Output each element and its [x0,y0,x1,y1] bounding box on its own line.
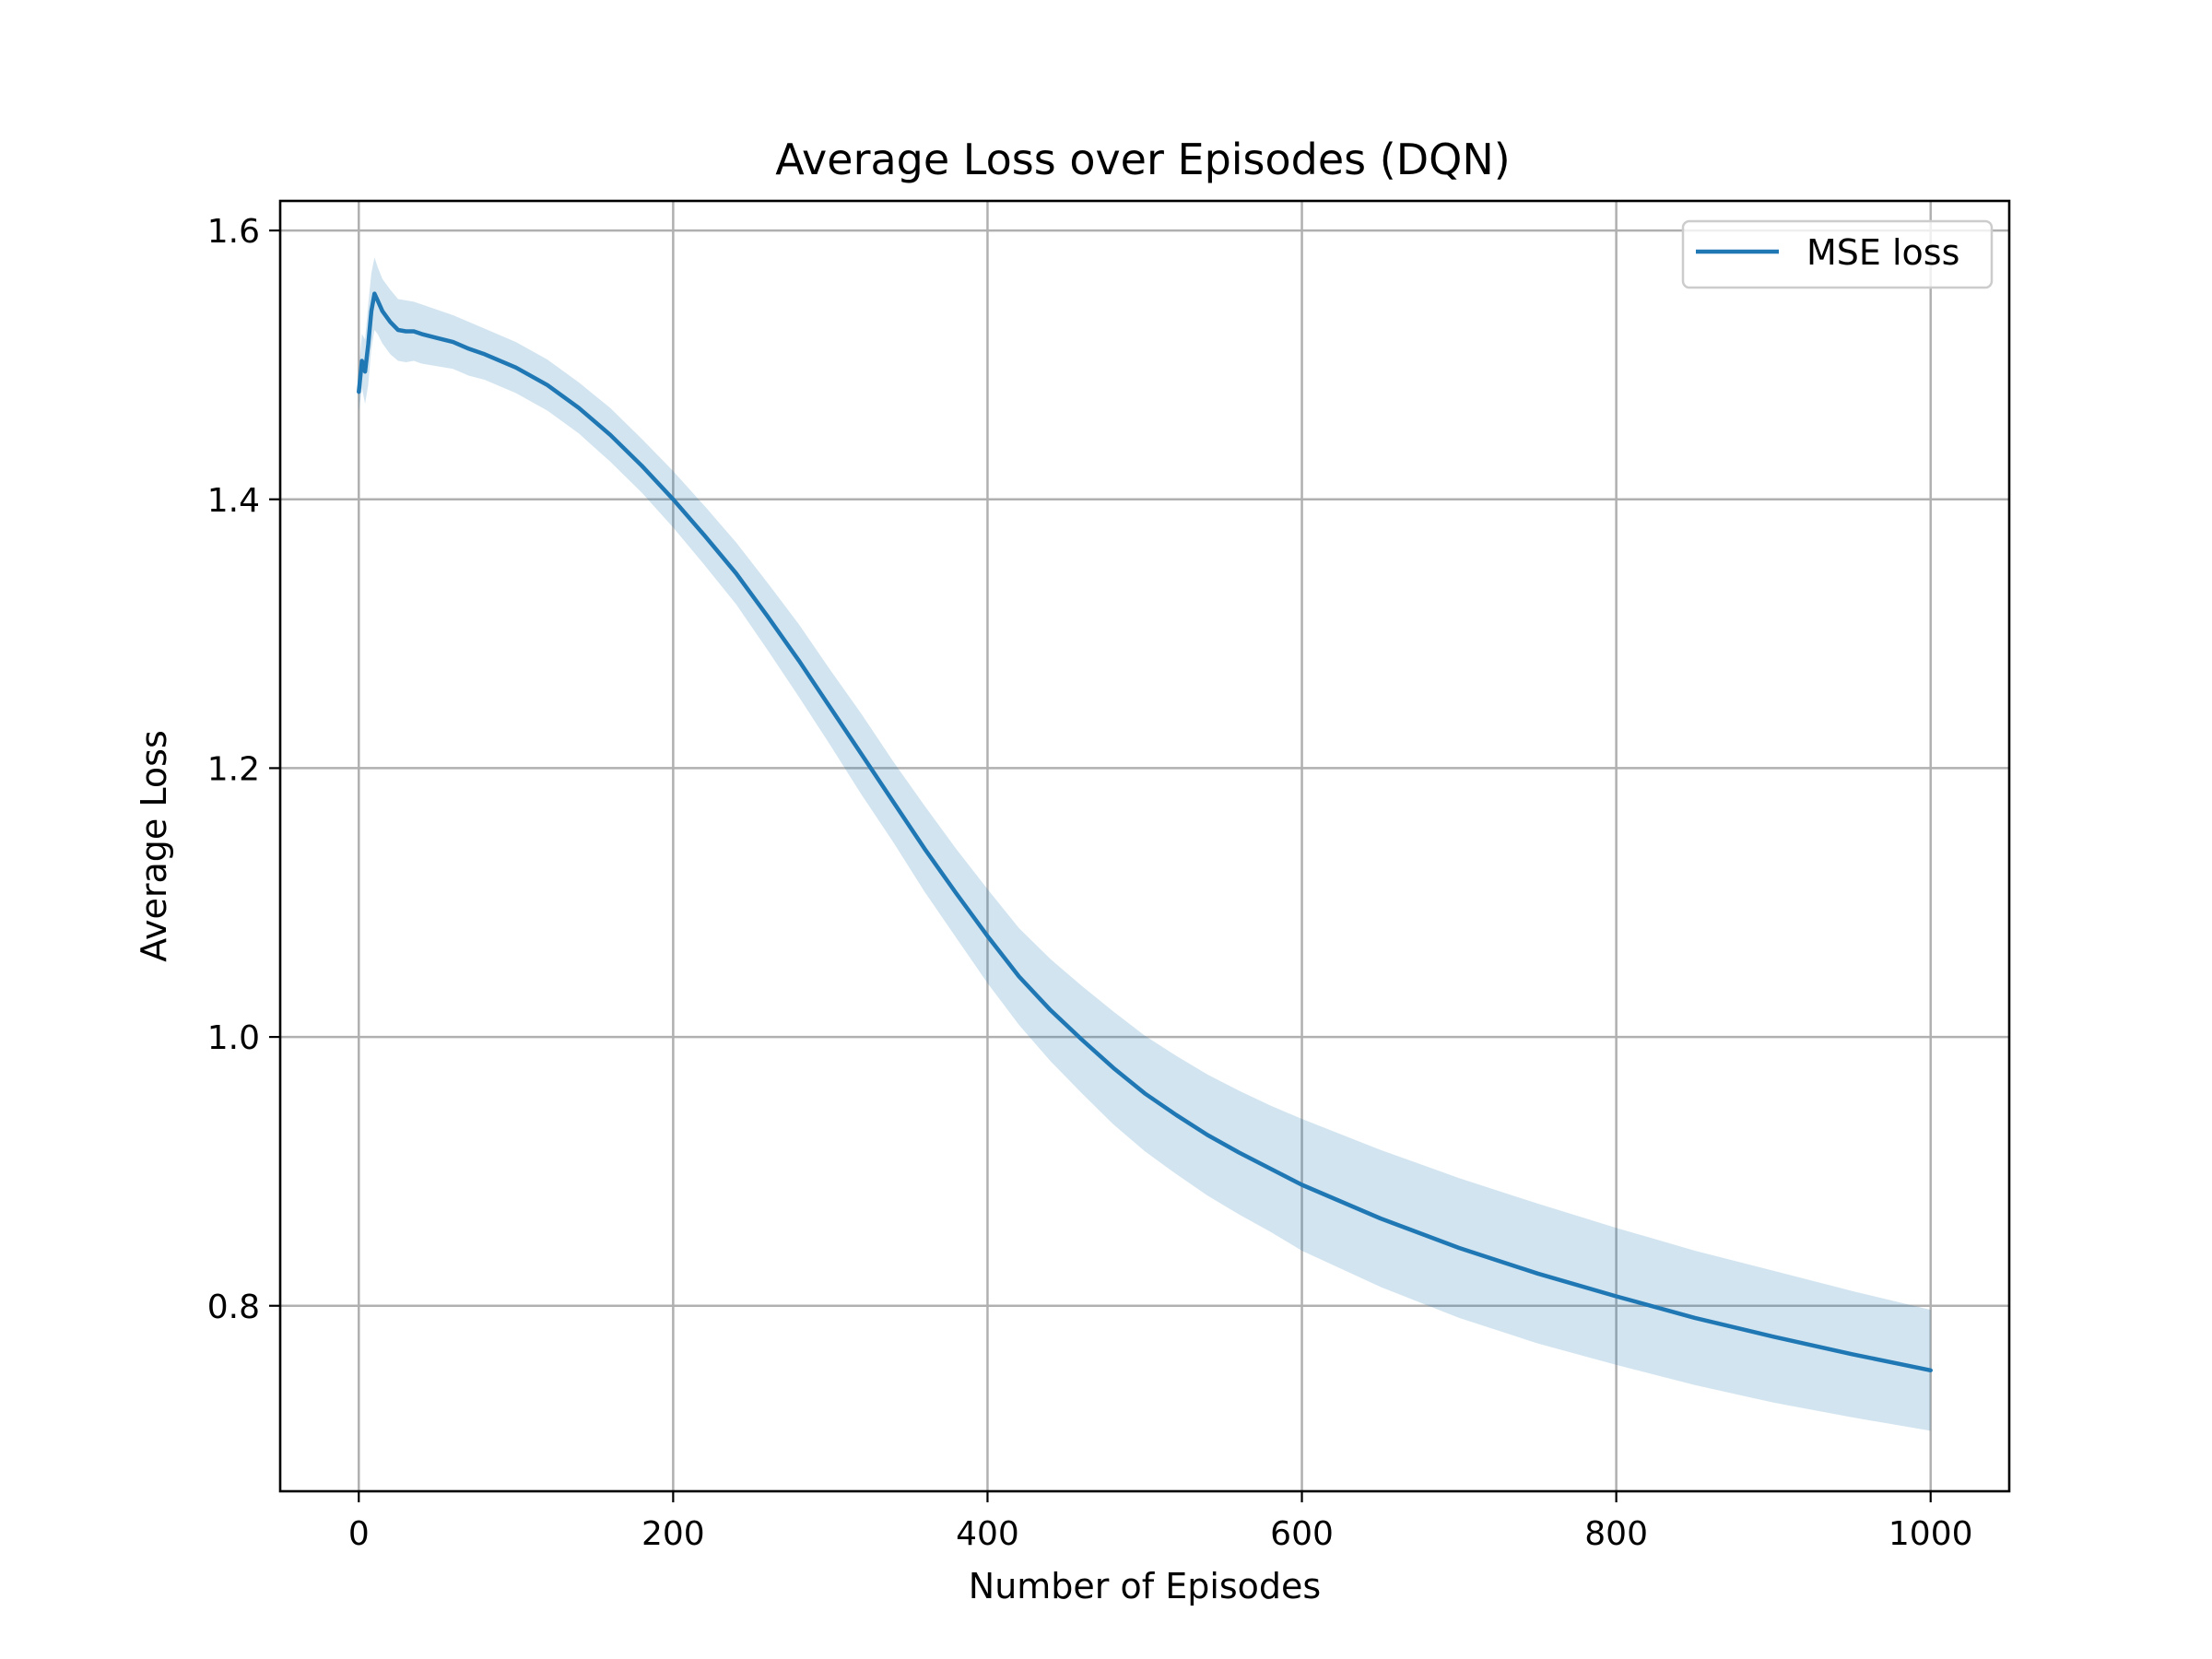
x-tick-label: 600 [1270,1515,1334,1553]
series-line-mse-loss [357,291,1933,1373]
y-tick-label: 1.6 [207,213,260,251]
series-line-layer [357,291,1933,1373]
x-tick-label: 1000 [1888,1515,1973,1553]
confidence-band-layer [359,257,1931,1431]
y-tick-label: 1.0 [207,1019,260,1057]
x-tick-label: 400 [956,1515,1019,1553]
y-tick-label: 0.8 [207,1288,260,1326]
y-axis-label: Average Loss [134,730,174,961]
x-tick-label: 200 [641,1515,705,1553]
legend-label: MSE loss [1806,232,1959,273]
chart-title: Average Loss over Episodes (DQN) [775,135,1510,184]
plot-frame [278,199,2011,1493]
legend: MSE loss [1681,219,1994,289]
y-tick-label: 1.2 [207,750,260,788]
axis-ticks: 0 200 400 600 800 1000 0.8 1.0 1.2 1.4 1.6 [207,213,1973,1553]
confidence-band [359,257,1931,1431]
x-tick-label: 800 [1584,1515,1648,1553]
legend-box [1681,219,1994,289]
x-tick-label: 0 [348,1515,370,1553]
x-axis-label: Number of Episodes [969,1566,1321,1606]
y-tick-label: 1.4 [207,482,260,520]
